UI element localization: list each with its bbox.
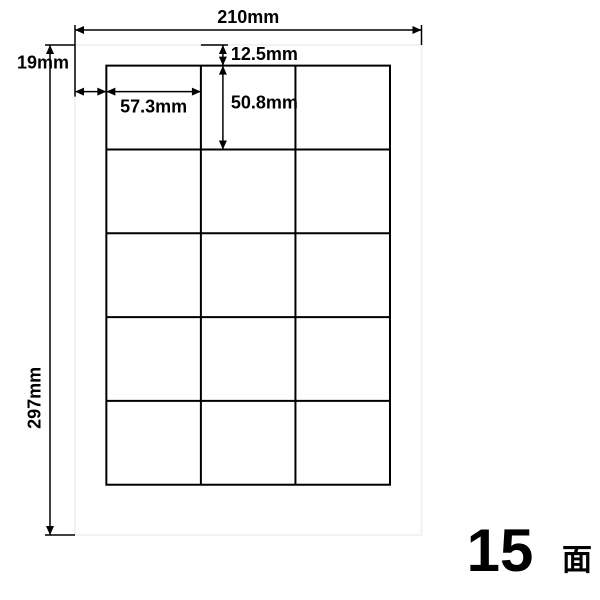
dim-cell-height: 50.8mm (231, 92, 298, 112)
label-grid-outline (106, 66, 390, 485)
arrow-head (46, 45, 54, 54)
label-count: 15 (467, 517, 534, 584)
arrow-head (219, 45, 227, 54)
arrow-head (97, 88, 106, 96)
arrow-head (413, 26, 422, 34)
dim-cell-width: 57.3mm (120, 96, 187, 116)
label-sheet-diagram: 210mm 12.5mm 19mm 57.3mm 50.8mm 297mm 15 面 (0, 0, 600, 600)
arrow-head (75, 26, 84, 34)
arrow-head (192, 88, 201, 96)
page-outline (75, 45, 422, 535)
arrow-head (46, 526, 54, 535)
arrow-head (75, 88, 84, 96)
label-faces-suffix: 面 (562, 544, 592, 577)
arrow-head (219, 66, 227, 75)
arrow-head (106, 88, 115, 96)
arrow-head (219, 57, 227, 66)
dim-page-width: 210mm (217, 7, 279, 27)
arrow-head (219, 140, 227, 149)
dim-margin-top: 12.5mm (231, 44, 298, 64)
dim-page-height: 297mm (25, 367, 45, 429)
dim-margin-left: 19mm (17, 52, 69, 72)
